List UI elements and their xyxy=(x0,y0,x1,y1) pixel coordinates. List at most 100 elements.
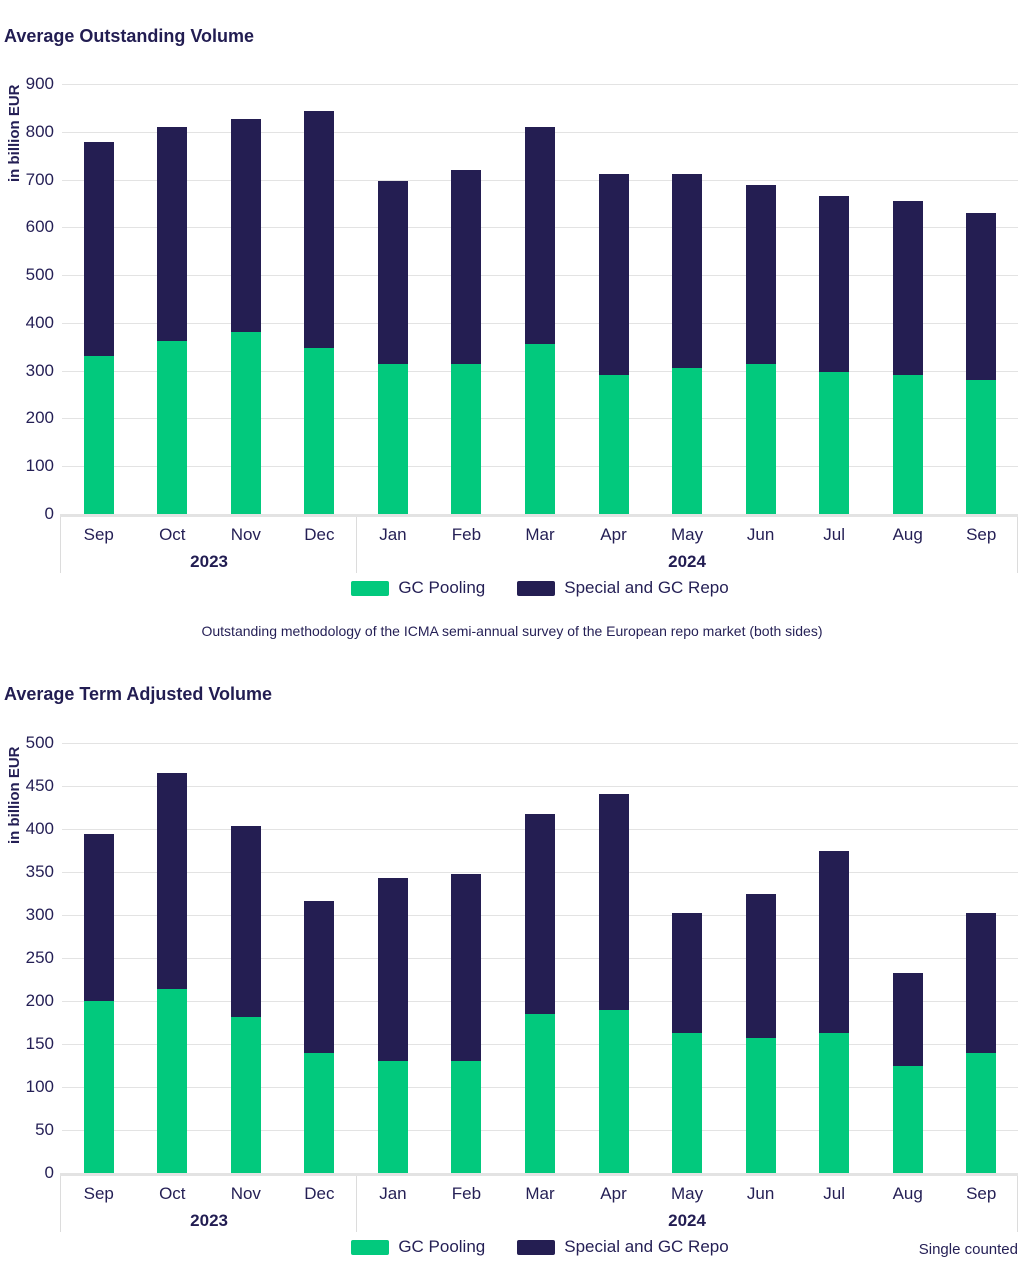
x-tick-label-oct-1: Oct xyxy=(159,525,186,544)
bar-gc-pooling-mar-6 xyxy=(525,1013,555,1173)
chart-title: Average Term Adjusted Volume xyxy=(4,684,273,704)
y-tick-label-500: 500 xyxy=(25,265,54,285)
legend-label: GC Pooling xyxy=(398,578,486,597)
bar-special-and-gc-repo-oct-1 xyxy=(157,773,188,989)
bar-special-and-gc-repo-aug-11 xyxy=(892,201,923,376)
bar-gc-pooling-jun-9 xyxy=(745,364,776,514)
y-tick-label-300: 300 xyxy=(25,360,54,380)
bar-special-and-gc-repo-mar-6 xyxy=(525,127,555,345)
x-tick-label-sep-0: Sep xyxy=(83,525,114,544)
bar-gc-pooling-aug-11 xyxy=(892,375,923,514)
x-tick-label-jul-10: Jul xyxy=(823,1184,845,1203)
x-tick-label-oct-1: Oct xyxy=(159,1184,186,1203)
y-tick-label-250: 250 xyxy=(25,948,54,967)
single-counted-note: Single counted xyxy=(918,1241,1018,1258)
x-tick-label-nov-2: Nov xyxy=(230,525,261,544)
bar-gc-pooling-feb-5 xyxy=(451,1061,482,1173)
y-tick-label-150: 150 xyxy=(25,1034,54,1053)
bar-special-and-gc-repo-jun-9 xyxy=(745,893,776,1038)
legend-label: GC Pooling xyxy=(398,1237,486,1256)
year-label-2023: 2023 xyxy=(190,1211,228,1230)
legend-label: Special and GC Repo xyxy=(564,578,729,597)
special-gc-repo-swatch-icon xyxy=(517,1239,556,1255)
bar-gc-pooling-apr-7 xyxy=(598,375,629,514)
x-tick-label-nov-2: Nov xyxy=(230,1184,261,1203)
y-tick-label-800: 800 xyxy=(25,121,54,141)
bar-special-and-gc-repo-sep-0 xyxy=(83,142,114,357)
chart-footnote: Outstanding methodology of the ICMA semi… xyxy=(201,623,823,639)
y-tick-label-350: 350 xyxy=(25,862,54,881)
axis-divider xyxy=(60,517,61,573)
legend-label: Special and GC Repo xyxy=(564,1237,729,1256)
bar-special-and-gc-repo-sep-0 xyxy=(83,834,114,1001)
bar-gc-pooling-feb-5 xyxy=(451,364,482,514)
bar-gc-pooling-sep-12 xyxy=(966,379,997,514)
y-tick-label-200: 200 xyxy=(25,408,54,428)
bar-special-and-gc-repo-feb-5 xyxy=(451,170,482,365)
bar-special-and-gc-repo-jan-4 xyxy=(377,181,408,365)
year-label-2024: 2024 xyxy=(668,1211,706,1230)
bar-gc-pooling-apr-7 xyxy=(598,1009,629,1173)
y-axis-ticks: 0 50 100 150 200 250 300 350 400 450 500 xyxy=(0,733,54,1182)
y-tick-label-100: 100 xyxy=(25,1077,54,1096)
chart-title: Average Outstanding Volume xyxy=(4,26,255,46)
bar-gc-pooling-sep-12 xyxy=(966,1052,997,1173)
bar-special-and-gc-repo-nov-2 xyxy=(230,825,261,1018)
bar-gc-pooling-dec-3 xyxy=(304,1052,335,1173)
bar-gc-pooling-sep-0 xyxy=(83,356,114,514)
gridline-900 xyxy=(62,84,1018,85)
x-tick-label-apr-7: Apr xyxy=(600,525,627,544)
x-tick-label-may-8: May xyxy=(671,525,704,544)
x-tick-label-mar-6: Mar xyxy=(525,525,555,544)
gridline-500 xyxy=(62,743,1018,744)
y-tick-label-0: 0 xyxy=(44,504,54,523)
bar-gc-pooling-jan-4 xyxy=(377,1061,408,1173)
y-tick-label-300: 300 xyxy=(25,905,54,924)
bar-gc-pooling-may-8 xyxy=(672,1032,703,1173)
bar-gc-pooling-jan-4 xyxy=(377,364,408,514)
bar-special-and-gc-repo-jan-4 xyxy=(377,878,408,1062)
bar-gc-pooling-sep-0 xyxy=(83,1001,114,1173)
bar-special-and-gc-repo-dec-3 xyxy=(304,901,335,1053)
bar-special-and-gc-repo-jul-10 xyxy=(819,196,850,373)
axis-divider xyxy=(60,1176,61,1232)
axis-divider xyxy=(1017,517,1018,573)
y-tick-label-600: 600 xyxy=(25,217,54,237)
axis-divider xyxy=(356,1176,358,1232)
bar-gc-pooling-oct-1 xyxy=(157,988,188,1173)
legend: GC Pooling Special and GC Repo xyxy=(62,578,1018,598)
y-tick-label-200: 200 xyxy=(25,991,54,1010)
legend: GC Pooling Special and GC Repo xyxy=(62,1237,1018,1257)
x-tick-label-jan-4: Jan xyxy=(379,525,407,544)
gc-pooling-swatch-icon xyxy=(351,580,390,596)
bar-gc-pooling-jul-10 xyxy=(819,372,850,514)
x-tick-label-jul-10: Jul xyxy=(823,525,845,544)
bar-gc-pooling-dec-3 xyxy=(304,348,335,514)
legend-item-special-gc-repo: Special and GC Repo xyxy=(517,578,729,598)
bar-gc-pooling-aug-11 xyxy=(892,1065,923,1173)
x-tick-label-jan-4: Jan xyxy=(379,1184,407,1203)
y-tick-label-0: 0 xyxy=(44,1163,54,1182)
axis-divider xyxy=(1017,1176,1018,1232)
x-tick-label-sep-0: Sep xyxy=(83,1184,114,1203)
x-tick-label-feb-5: Feb xyxy=(451,1184,482,1203)
y-tick-label-450: 450 xyxy=(25,776,54,795)
x-tick-label-aug-11: Aug xyxy=(892,1184,923,1203)
gridline-450 xyxy=(62,786,1018,787)
bar-gc-pooling-oct-1 xyxy=(157,341,188,514)
x-tick-label-sep-12: Sep xyxy=(966,525,997,544)
x-axis-band: Sep Oct Nov Dec Jan Feb Mar Apr May Jun Jul Aug Sep 2… xyxy=(60,1173,1018,1233)
y-tick-label-50: 50 xyxy=(35,1120,54,1139)
x-tick-label-aug-11: Aug xyxy=(892,525,923,544)
bar-gc-pooling-jun-9 xyxy=(745,1037,776,1173)
bar-special-and-gc-repo-dec-3 xyxy=(304,111,335,349)
bar-special-and-gc-repo-sep-12 xyxy=(966,212,997,380)
bar-gc-pooling-may-8 xyxy=(672,368,703,514)
bar-special-and-gc-repo-oct-1 xyxy=(157,127,188,342)
y-tick-label-400: 400 xyxy=(25,312,54,332)
bar-special-and-gc-repo-mar-6 xyxy=(525,814,555,1014)
bar-gc-pooling-nov-2 xyxy=(230,332,261,514)
x-tick-label-dec-3: Dec xyxy=(304,525,335,544)
